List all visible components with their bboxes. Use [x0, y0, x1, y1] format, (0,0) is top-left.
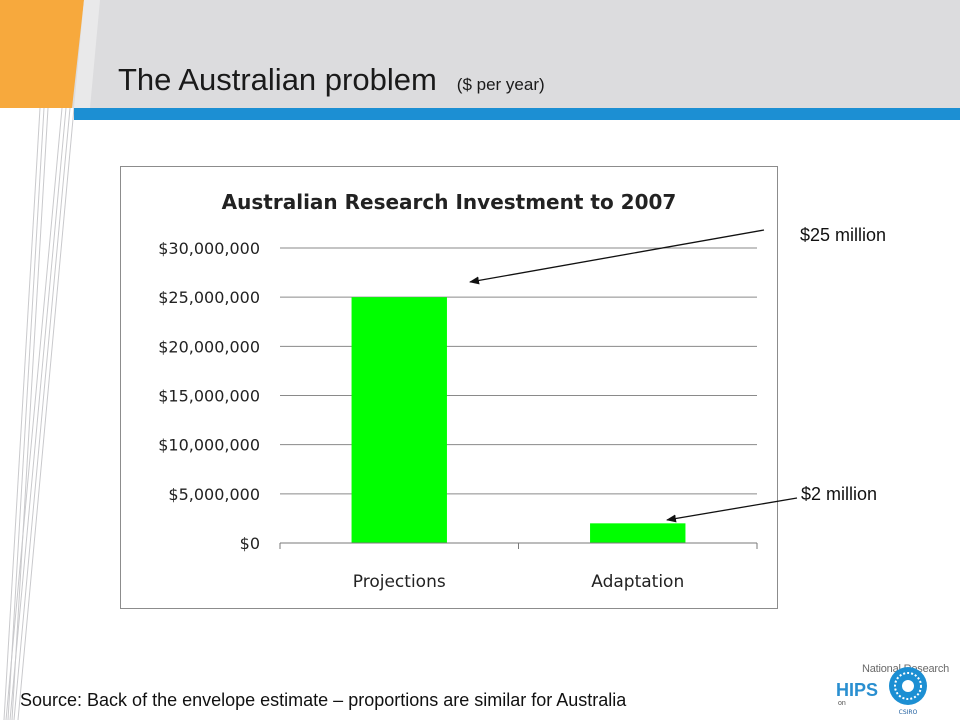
svg-text:CSIRO: CSIRO [899, 709, 918, 716]
bars [351, 297, 686, 543]
y-tick-label: $0 [240, 534, 260, 553]
y-tick-label: $30,000,000 [158, 239, 260, 258]
y-tick-label: $20,000,000 [158, 337, 260, 356]
csiro-logo-icon: CSIRO [889, 667, 927, 716]
chart-frame: Australian Research Investment to 2007 $… [120, 166, 778, 609]
callout-adaptation: $2 million [801, 484, 878, 504]
source-note: Source: Back of the envelope estimate – … [20, 690, 627, 710]
slide-title-area: The Australian problem ($ per year) [118, 62, 545, 98]
callout-projections: $25 million [800, 225, 887, 245]
x-tick-label: Adaptation [591, 572, 684, 592]
y-tick-label: $10,000,000 [158, 436, 260, 455]
y-tick-label: $25,000,000 [158, 288, 260, 307]
bar-projections [351, 297, 447, 543]
logo-hips-text: HIPS [836, 680, 879, 700]
slide-subtitle: ($ per year) [456, 75, 545, 94]
slide-title: The Australian problem [118, 62, 437, 97]
y-tick-label: $5,000,000 [168, 485, 260, 504]
bar-chart: Australian Research Investment to 2007 $… [158, 190, 758, 592]
x-axis-tick-labels: Projections Adaptation [353, 572, 684, 592]
grid-lines [280, 247, 757, 495]
bar-adaptation [590, 523, 686, 543]
axes [279, 542, 758, 549]
y-tick-label: $15,000,000 [158, 387, 260, 406]
chart-title: Australian Research Investment to 2007 [222, 190, 677, 214]
x-tick-label: Projections [353, 572, 446, 592]
logo-on-text: on [838, 700, 846, 707]
y-axis-tick-labels: $0 $5,000,000 $10,000,000 $15,000,000 $20,00… [158, 239, 260, 553]
